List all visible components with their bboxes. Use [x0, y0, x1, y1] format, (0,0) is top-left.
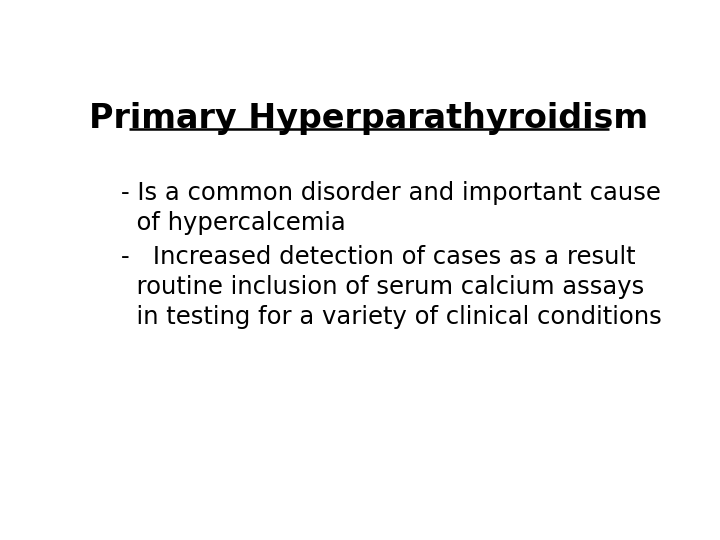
Text: in testing for a variety of clinical conditions: in testing for a variety of clinical con…: [121, 305, 662, 329]
Text: - Is a common disorder and important cause: - Is a common disorder and important cau…: [121, 181, 660, 205]
Text: Primary Hyperparathyroidism: Primary Hyperparathyroidism: [89, 102, 649, 135]
Text: -   Increased detection of cases as a result: - Increased detection of cases as a resu…: [121, 245, 635, 269]
Text: routine inclusion of serum calcium assays: routine inclusion of serum calcium assay…: [121, 275, 644, 299]
Text: of hypercalcemia: of hypercalcemia: [121, 211, 346, 235]
